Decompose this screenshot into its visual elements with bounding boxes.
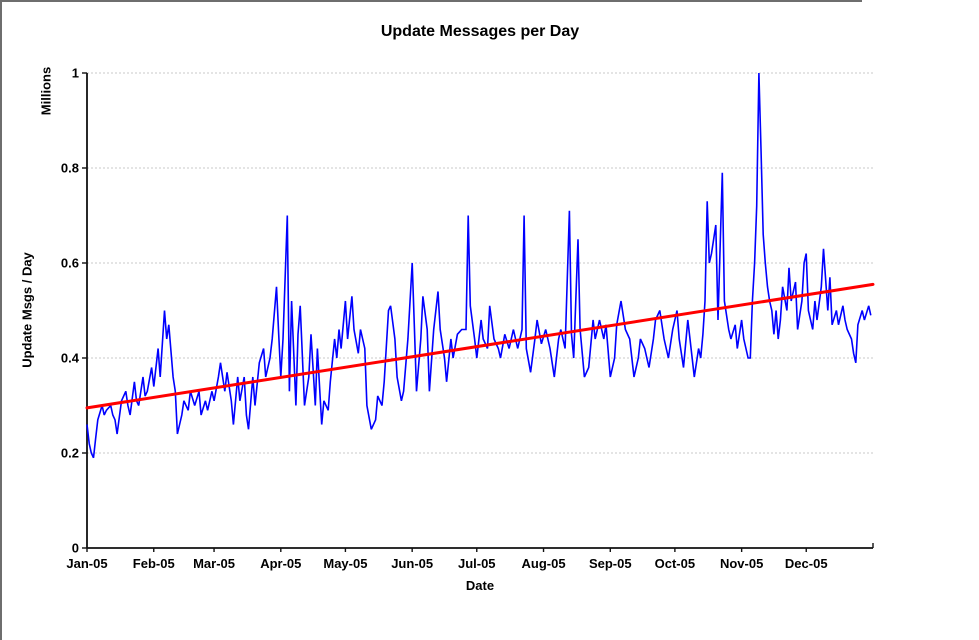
trend-line [85, 282, 875, 410]
data-series-line [86, 72, 872, 459]
y-tick-label: 0.4 [61, 351, 80, 366]
x-tick-label: Feb-05 [133, 556, 175, 571]
x-tick-label: Jul-05 [458, 556, 496, 571]
screenshot-border-top [0, 0, 862, 2]
y-tick-label: 0.6 [61, 256, 79, 271]
x-tick-label: Mar-05 [193, 556, 235, 571]
x-tick-label: Aug-05 [521, 556, 565, 571]
y-tick-label: 0.8 [61, 161, 79, 176]
x-tick-label: Jun-05 [391, 556, 433, 571]
x-tick-label: May-05 [323, 556, 367, 571]
x-tick-label: Apr-05 [260, 556, 301, 571]
y-tick-label: 0 [72, 541, 79, 556]
y-tick-label: 0.2 [61, 446, 79, 461]
screenshot-border-left [0, 0, 2, 640]
y-tick-label: 1 [72, 66, 79, 81]
x-tick-label: Jan-05 [66, 556, 107, 571]
x-tick-label: Sep-05 [589, 556, 632, 571]
x-tick-label: Nov-05 [720, 556, 763, 571]
x-axis-label: Date [465, 578, 495, 593]
x-tick-label: Oct-05 [655, 556, 695, 571]
x-tick-label: Dec-05 [785, 556, 828, 571]
chart-title: Update Messages per Day [380, 23, 580, 40]
